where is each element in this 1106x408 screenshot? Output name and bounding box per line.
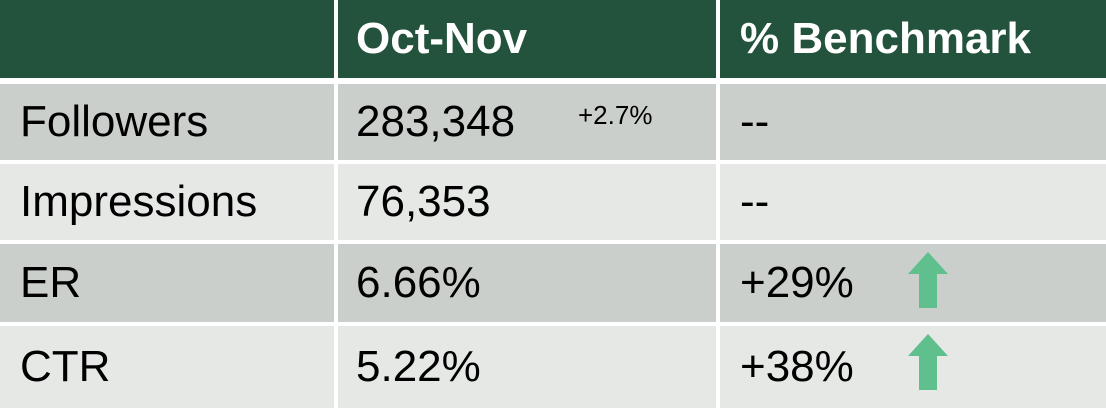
benchmark-value: +29%: [720, 244, 1106, 322]
metric-label: Impressions: [0, 164, 334, 240]
table-row-impressions: Impressions 76,353 --: [0, 164, 1106, 240]
header-cell-benchmark: % Benchmark: [720, 0, 1106, 78]
benchmark-value: --: [720, 84, 1106, 160]
metric-value: 6.66%: [338, 244, 716, 322]
metric-label: CTR: [0, 326, 334, 408]
header-row: Oct-Nov % Benchmark: [0, 0, 1106, 78]
header-cell-period: Oct-Nov: [338, 0, 716, 78]
table-row-followers: Followers 283,348 --: [0, 84, 1106, 160]
benchmark-value: +38%: [720, 326, 1106, 408]
table-row-er: ER 6.66% +29%: [0, 244, 1106, 322]
table-row-ctr: CTR 5.22% +38%: [0, 326, 1106, 408]
metric-value: 283,348: [338, 84, 716, 160]
up-arrow-icon: [908, 334, 948, 390]
metric-value: 76,353: [338, 164, 716, 240]
metric-value: 5.22%: [338, 326, 716, 408]
header-cell-empty: [0, 0, 334, 78]
benchmark-value: --: [720, 164, 1106, 240]
metric-label: Followers: [0, 84, 334, 160]
up-arrow-icon: [908, 252, 948, 308]
metric-label: ER: [0, 244, 334, 322]
followers-change-label: +2.7%: [578, 100, 653, 130]
